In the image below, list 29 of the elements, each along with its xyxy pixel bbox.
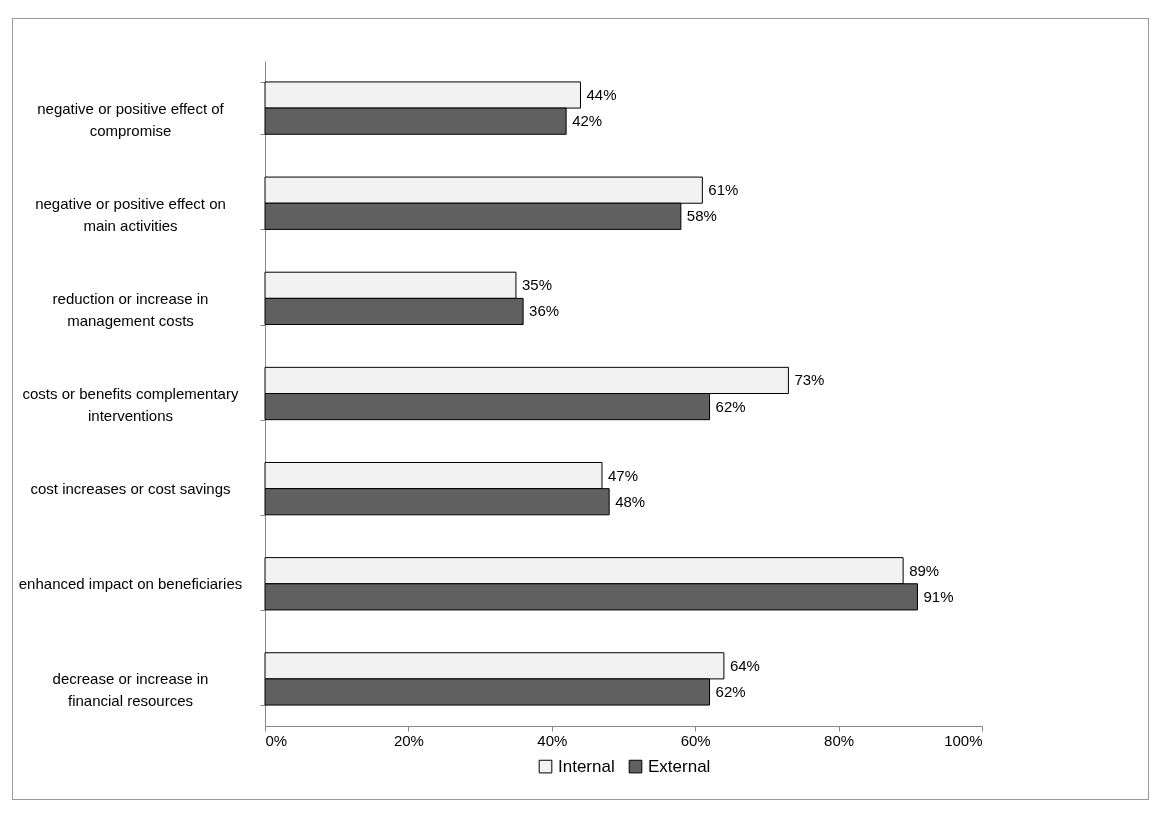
x-tick-label: 20% [393,731,424,749]
legend-label: Internal [558,756,615,776]
data-label: 42% [572,112,603,130]
y-tick-label: enhanced impact on beneficiaries [18,575,243,593]
data-label: 73% [794,371,825,389]
data-label: 35% [521,276,552,294]
data-label: 91% [923,587,954,605]
y-tick-label: negative or positive effect on main activities [35,194,226,234]
y-tick-label: costs or benefits complementary interventions [22,385,239,424]
data-label: 44% [586,86,617,104]
x-tick-label: 80% [824,731,855,749]
legend-label: External [648,756,711,776]
x-tick-label: 100% [944,731,983,749]
data-label: 62% [715,682,746,700]
x-tick-label: 40% [537,731,568,749]
data-label: 64% [729,656,760,674]
y-tick-label: decrease or increase in financial resources [52,670,209,710]
data-label: 89% [909,561,940,579]
x-tick-label: 0% [265,731,288,749]
data-label: 48% [615,492,646,510]
data-label: 62% [715,397,746,415]
data-label: 36% [529,302,560,320]
data-label: 58% [686,207,717,225]
y-tick-label: negative or positive effect of compromise [37,99,225,139]
y-tick-label: reduction or increase in management costs [52,289,209,329]
data-label: 61% [708,181,739,199]
data-label: 47% [607,466,639,484]
y-tick-label: cost increases or cost savings [30,480,231,498]
x-tick-label: 60% [680,731,711,749]
